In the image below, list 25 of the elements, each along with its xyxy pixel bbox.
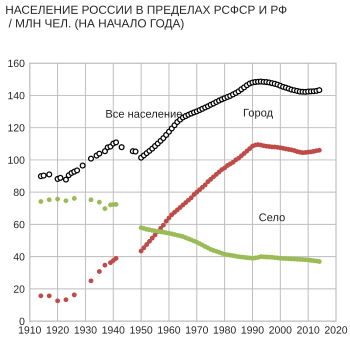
x-tick-label: 1920: [46, 326, 69, 334]
x-tick-label: 2010: [297, 326, 320, 334]
y-tick-label: 0: [20, 318, 24, 326]
y-tick-label: 80: [14, 188, 24, 196]
x-tick-label: 1980: [214, 326, 236, 334]
text: Село: [259, 213, 285, 222]
x-tick-label: 1970: [186, 326, 208, 334]
x-tick-label: 2020: [324, 326, 348, 334]
x-tick-label: 1990: [242, 326, 264, 334]
series-label: Все население: [106, 110, 182, 118]
x-tick-label: 1930: [74, 326, 97, 334]
chart-title: НАСЕЛЕНИЕ РОССИИ В ПРЕДЕЛАХ РСФСР И РФ / МЛН ЧЕЛ. (НА НАЧАЛО ГОДА): [6, 6, 286, 30]
x-tick-label: 1910: [18, 326, 41, 334]
x-tick-label: 1950: [130, 326, 152, 334]
y-tick-label: 140: [8, 92, 24, 100]
y-tick-label: 160: [8, 60, 24, 68]
y-tick-label: 120: [8, 124, 24, 132]
x-tick-label: 1940: [102, 326, 124, 334]
y-tick-label: 40: [14, 253, 24, 261]
text: Город: [244, 108, 273, 119]
y-tick-label: 20: [14, 285, 24, 293]
x-tick-label: 2000: [269, 326, 292, 334]
y-tick-label: 100: [8, 156, 24, 164]
x-tick-label: 1960: [158, 326, 180, 334]
y-tick-label: 60: [14, 220, 24, 228]
